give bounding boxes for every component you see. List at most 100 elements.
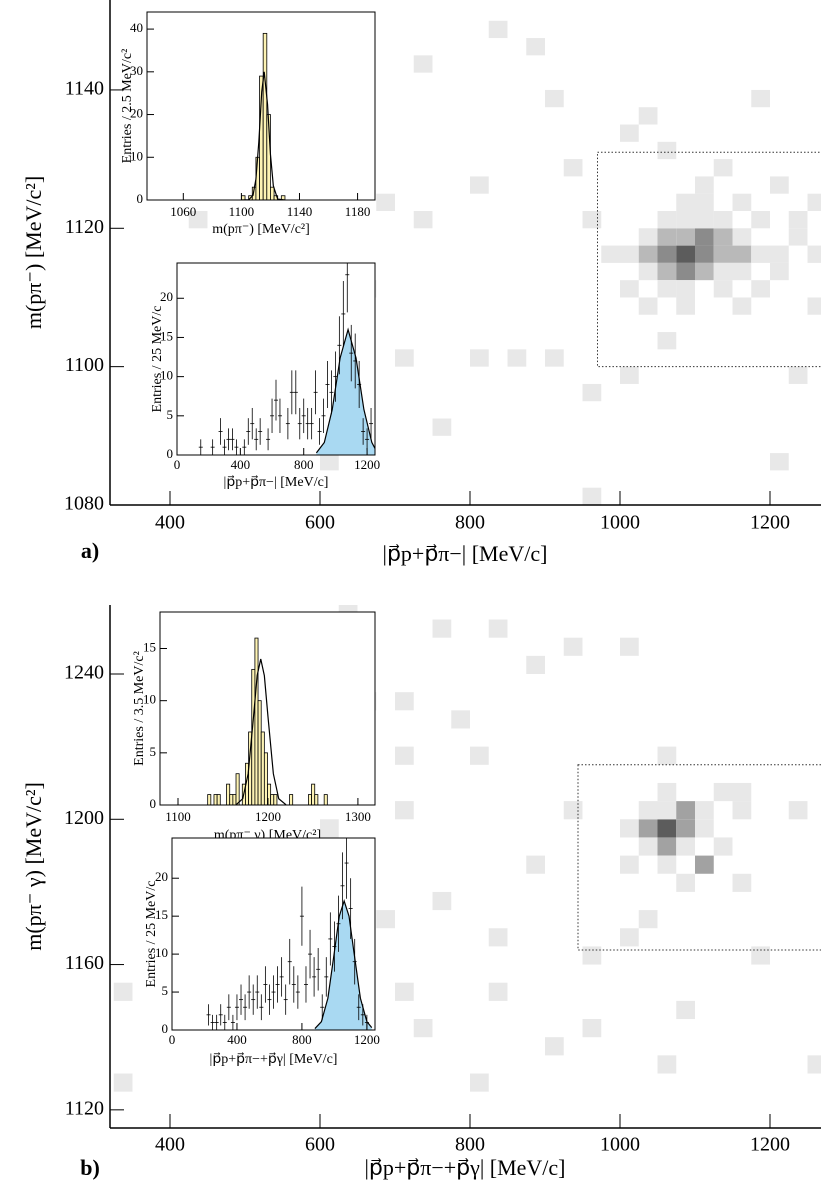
heatmap-cell (563, 801, 583, 820)
heatmap-cell (526, 655, 545, 675)
heatmap-cell (620, 280, 639, 298)
y-tick-label: 10 (160, 368, 173, 383)
heatmap-cell (807, 1055, 821, 1074)
inset-plot (198, 263, 375, 455)
heatmap-cell (732, 228, 752, 246)
histogram-bar (213, 794, 218, 805)
heatmap-cell (657, 837, 677, 856)
heatmap-cell (676, 210, 695, 229)
histogram-bar (280, 195, 286, 200)
y-tick-label: 5 (162, 983, 169, 998)
heatmap-cell (751, 946, 770, 965)
heatmap-cell (620, 855, 639, 874)
heatmap-cell (676, 245, 695, 263)
histogram-bar (229, 794, 234, 805)
heatmap-cell (376, 193, 395, 211)
signal-region (577, 764, 821, 951)
heatmap-cell (657, 210, 677, 229)
y-axis-label: Entries / 25 MeV/c (150, 306, 165, 413)
heatmap-cell (320, 819, 339, 838)
heatmap-cell (638, 245, 658, 263)
heatmap-cell (545, 1037, 564, 1056)
heatmap-cell (488, 928, 508, 947)
x-tick-label: 800 (294, 457, 314, 472)
x-axis-label: |p⃗p+p⃗π−| [MeV/c] (224, 475, 329, 490)
x-tick-label: 800 (292, 1032, 312, 1047)
y-tick-label: 20 (160, 289, 173, 304)
heatmap-cell (770, 245, 789, 263)
heatmap-cell (695, 193, 714, 211)
histogram-bar (270, 794, 275, 805)
heatmap-cell (657, 228, 677, 246)
y-axis-label: m(pπ⁻) [MeV/c²] (21, 176, 46, 329)
heatmap-cell (657, 801, 677, 820)
heatmap-cell (395, 982, 414, 1001)
x-tick-label: 1180 (345, 204, 371, 219)
heatmap-cell (582, 1019, 602, 1038)
x-tick-label: 1200 (354, 1032, 380, 1047)
histogram-bar (226, 783, 231, 805)
histogram-bar (235, 773, 240, 805)
histogram-bar (257, 700, 262, 805)
heatmap-cell (657, 332, 677, 350)
heatmap-cell (488, 619, 508, 638)
y-tick-label: 5 (167, 407, 174, 422)
inset-frame (171, 837, 376, 1031)
x-tick-label: 1100 (229, 204, 255, 219)
heatmap-cell (638, 297, 658, 315)
histogram-bar (314, 794, 319, 805)
x-tick-label: 1140 (287, 204, 313, 219)
heatmap-cell (657, 141, 677, 160)
heatmap-cell (413, 1019, 433, 1038)
heatmap-cell (732, 873, 752, 892)
heatmap-cell (470, 349, 489, 367)
heatmap-cell (432, 418, 452, 436)
y-tick-label: 0 (167, 446, 174, 461)
heatmap-cell (432, 891, 452, 911)
heatmap-cell (563, 637, 583, 656)
y-tick-label: 1120 (65, 1097, 104, 1119)
y-tick-label: 1140 (65, 78, 104, 100)
x-tick-label: 800 (455, 512, 485, 534)
heatmap-cell (188, 210, 208, 229)
heatmap-cell (695, 819, 714, 838)
heatmap-cell (676, 837, 695, 856)
heatmap-cell (545, 89, 564, 108)
y-tick-label: 10 (130, 148, 143, 163)
heatmap-cell (713, 280, 733, 298)
heatmap-cell (582, 487, 602, 505)
fit-area (314, 900, 372, 1030)
heatmap-cell (620, 819, 639, 838)
x-tick-label: 400 (231, 457, 251, 472)
y-axis-label: Entries / 2.5 MeV/c² (120, 49, 135, 164)
y-tick-label: 20 (130, 106, 143, 121)
heatmap-cell (695, 210, 714, 229)
histogram-bar (262, 32, 268, 200)
inset-frame (176, 262, 376, 456)
heatmap-cell (507, 349, 527, 367)
heatmap-cell (488, 20, 508, 39)
y-tick-label: 1200 (64, 807, 104, 829)
heatmap-cell (713, 262, 733, 281)
heatmap-cell (788, 801, 808, 820)
heatmap-cell (638, 819, 658, 838)
fit-curve (236, 658, 287, 805)
heatmap-cell (620, 928, 639, 947)
heatmap-cell (807, 245, 821, 263)
histogram-bar (308, 794, 312, 805)
heatmap-cell (676, 280, 695, 298)
heatmap-cell (451, 710, 470, 729)
heatmap-cell (638, 801, 658, 820)
heatmap-cell (638, 107, 658, 125)
heatmap-cell (582, 946, 602, 965)
x-tick-label: 400 (155, 512, 185, 534)
heatmap-cell (395, 349, 414, 367)
heatmap-cell (395, 746, 414, 765)
heatmap-cell (788, 366, 808, 384)
heatmap-cell (488, 982, 508, 1001)
heatmap-cell (695, 262, 714, 281)
histogram-bar (323, 794, 328, 805)
y-tick-label: 1080 (64, 493, 104, 515)
heatmap-cell (526, 38, 545, 56)
x-tick-label: 1200 (750, 1134, 790, 1156)
